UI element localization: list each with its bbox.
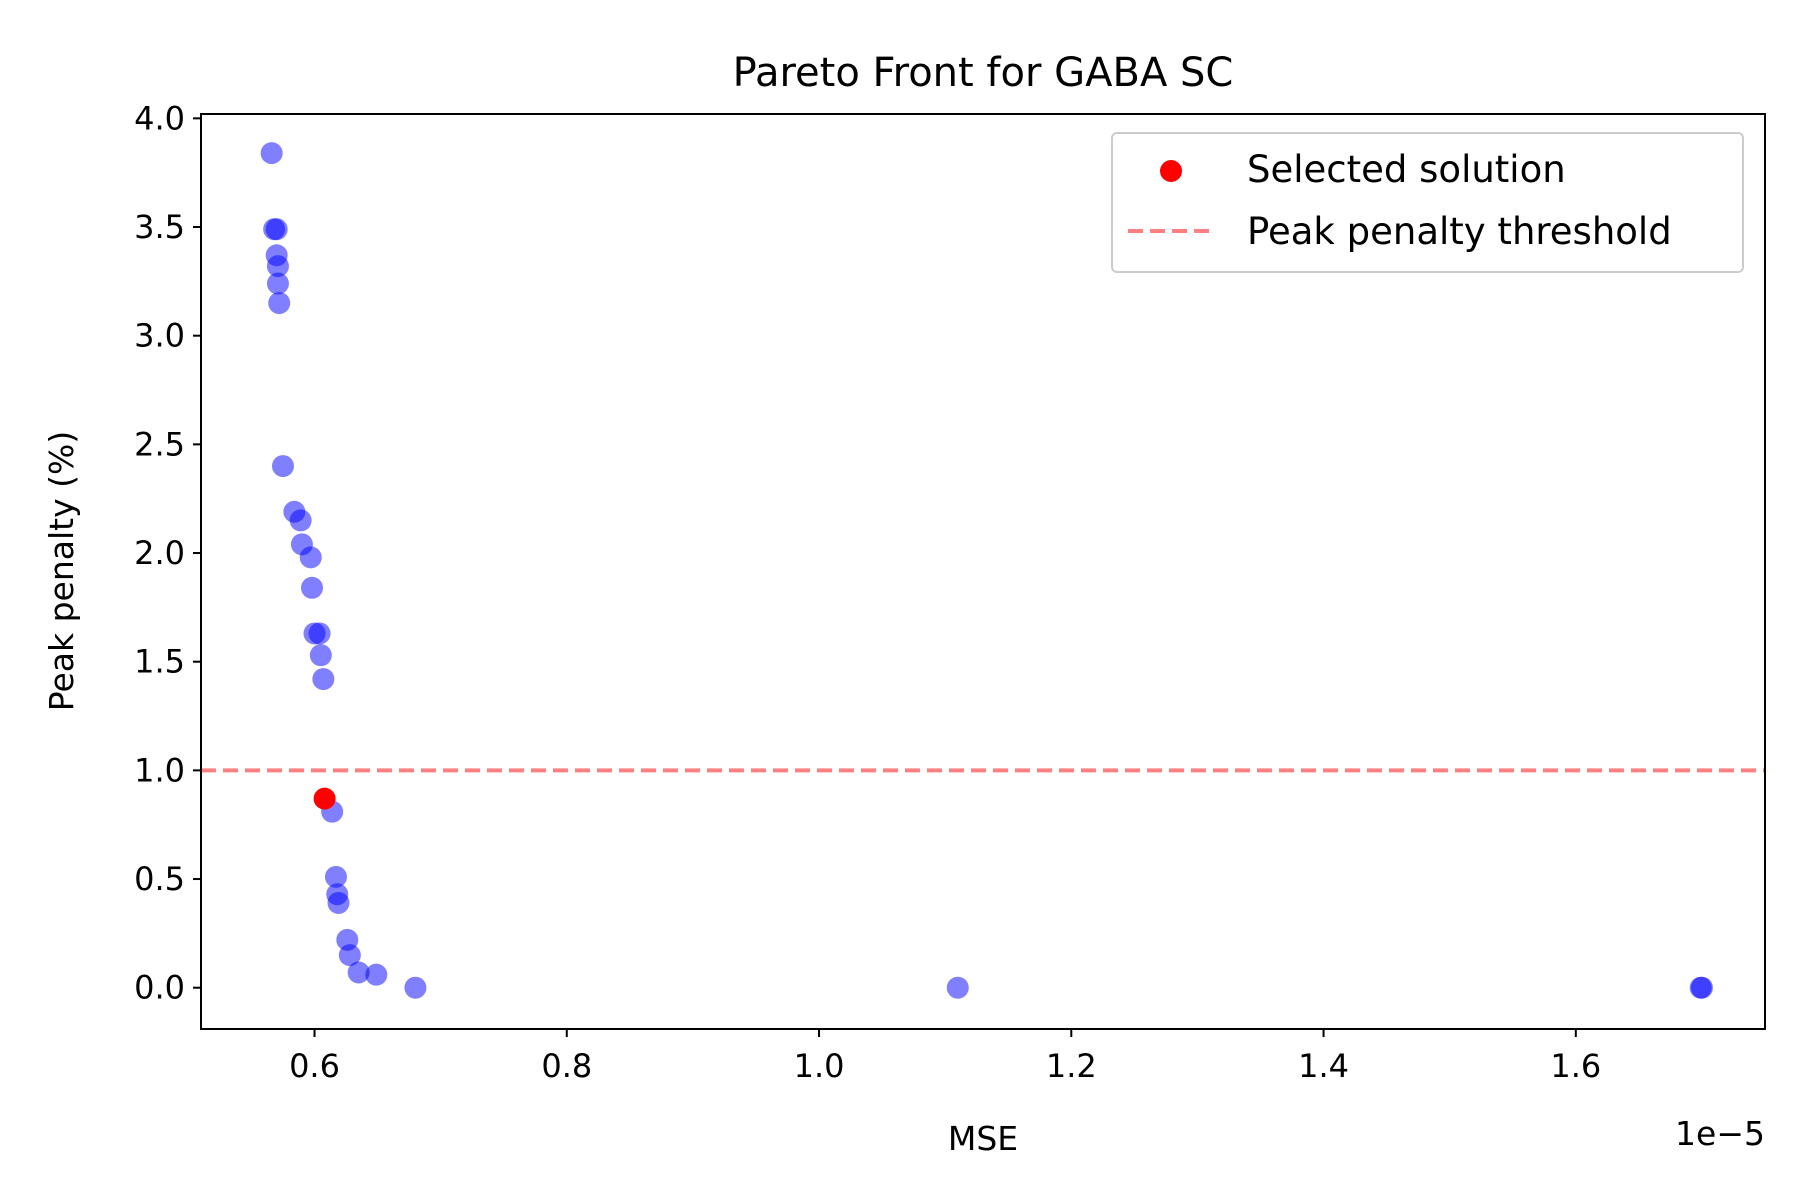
legend-box bbox=[1111, 132, 1744, 273]
x-tick-label: 0.8 bbox=[541, 1047, 592, 1085]
y-tick-label: 1.0 bbox=[134, 751, 185, 789]
pareto-point bbox=[309, 644, 332, 667]
legend-marker-selected bbox=[1160, 160, 1182, 182]
x-axis: 0.6 0.8 1.0 1.2 1.4 1.6 bbox=[289, 1029, 1601, 1085]
plot-frame bbox=[200, 113, 1766, 1030]
pareto-point bbox=[266, 272, 289, 295]
x-axis-offset-label: 1e−5 bbox=[1675, 1114, 1765, 1153]
pareto-point bbox=[265, 218, 288, 241]
pareto-point bbox=[300, 576, 323, 599]
y-tick-label: 1.5 bbox=[134, 643, 185, 681]
legend: Selected solution Peak penalty threshold bbox=[1111, 132, 1744, 273]
pareto-point bbox=[1690, 976, 1713, 999]
y-tick-label: 3.0 bbox=[134, 317, 185, 355]
y-tick-label: 2.0 bbox=[134, 534, 185, 572]
y-tick-label: 2.5 bbox=[134, 425, 185, 463]
x-tick-label: 1.0 bbox=[794, 1047, 845, 1085]
pareto-point bbox=[324, 865, 347, 888]
pareto-point bbox=[268, 292, 291, 315]
y-axis-label: Peak penalty (%) bbox=[42, 431, 81, 711]
pareto-point bbox=[271, 455, 294, 478]
pareto-point bbox=[260, 142, 283, 165]
selected-solution-point bbox=[313, 787, 336, 810]
x-tick-label: 1.4 bbox=[1298, 1047, 1349, 1085]
pareto-point bbox=[266, 255, 289, 278]
y-tick-label: 4.0 bbox=[134, 99, 185, 137]
legend-label-threshold: Peak penalty threshold bbox=[1247, 210, 1672, 253]
pareto-point bbox=[299, 546, 322, 569]
pareto-point bbox=[946, 976, 969, 999]
pareto-point bbox=[338, 944, 361, 967]
x-tick-label: 1.6 bbox=[1550, 1047, 1601, 1085]
x-tick-label: 1.2 bbox=[1046, 1047, 1097, 1085]
pareto-point bbox=[347, 961, 370, 984]
x-tick-label: 0.6 bbox=[289, 1047, 340, 1085]
y-tick-label: 3.5 bbox=[134, 208, 185, 246]
y-tick-label: 0.0 bbox=[134, 969, 185, 1007]
chart-title: Pareto Front for GABA SC bbox=[733, 50, 1234, 96]
legend-label-selected: Selected solution bbox=[1247, 148, 1566, 191]
y-axis: 0.0 0.5 1.0 1.5 2.0 2.5 3.0 3.5 4.0 bbox=[134, 99, 201, 1007]
pareto-point bbox=[312, 668, 335, 691]
pareto-point bbox=[365, 963, 388, 986]
pareto-point bbox=[308, 622, 331, 645]
y-tick-label: 0.5 bbox=[134, 860, 185, 898]
pareto-point bbox=[289, 509, 312, 532]
pareto-point bbox=[327, 891, 350, 914]
x-axis-label: MSE bbox=[948, 1119, 1018, 1158]
pareto-point bbox=[404, 976, 427, 999]
points-layer bbox=[260, 142, 1713, 999]
